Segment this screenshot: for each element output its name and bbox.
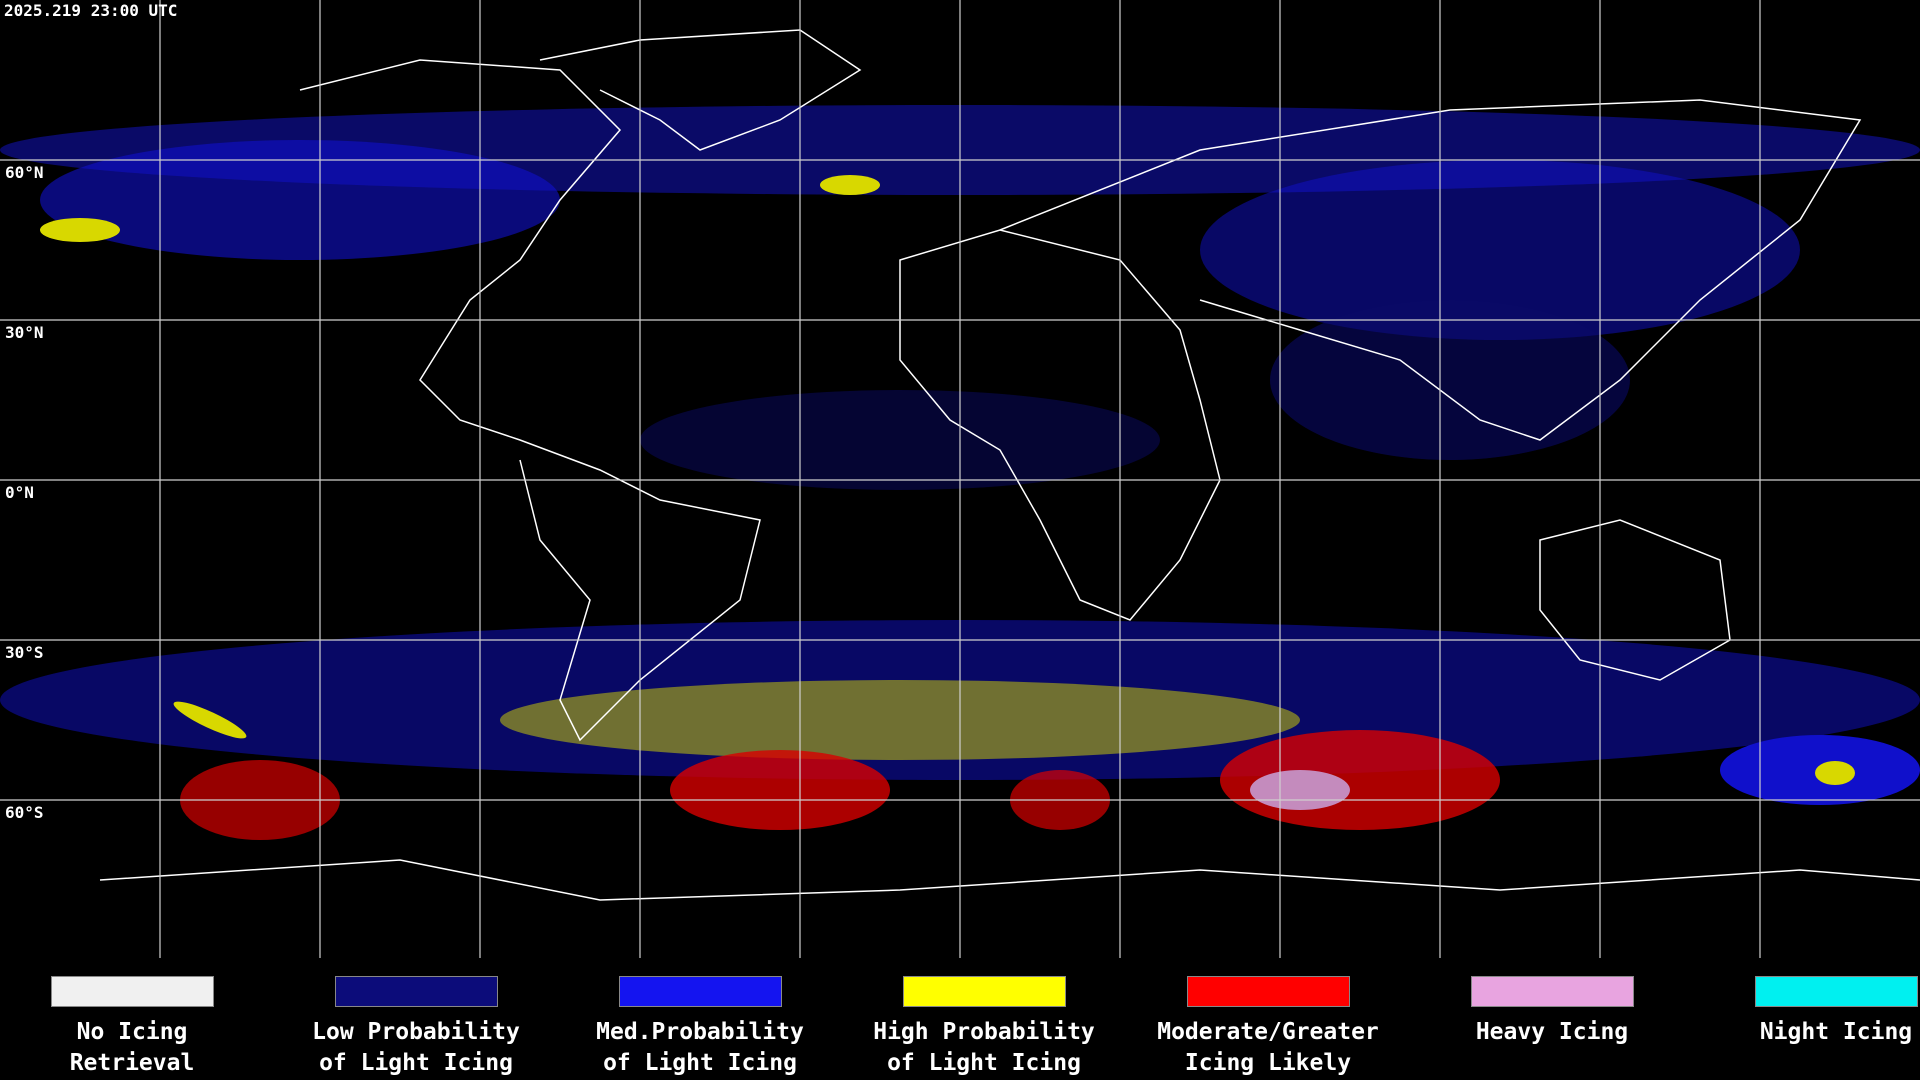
legend-text: Night Icing bbox=[1694, 1017, 1920, 1048]
legend-text: Low Probability of Light Icing bbox=[274, 1017, 558, 1079]
latitude-label: 60°S bbox=[5, 803, 44, 822]
legend-swatch bbox=[334, 976, 498, 1007]
legend-label: Night Icing bbox=[1759, 1019, 1913, 1045]
legend-label: of Light Icing bbox=[603, 1050, 797, 1076]
coastlines bbox=[99, 29, 1920, 901]
legend-label: High Probability bbox=[873, 1019, 1095, 1045]
legend-swatch bbox=[902, 976, 1066, 1007]
legend-swatch bbox=[1470, 976, 1634, 1007]
legend-text: High Probability of Light Icing bbox=[842, 1017, 1126, 1079]
legend-item: Moderate/Greater Icing Likely bbox=[1126, 976, 1410, 1079]
latitude-labels: 60°N 30°N 0°N 30°S 60°S bbox=[5, 163, 44, 822]
legend-swatch bbox=[618, 976, 782, 1007]
latitude-label: 60°N bbox=[5, 163, 44, 182]
legend-label: Icing Likely bbox=[1184, 1050, 1352, 1076]
latitude-label: 30°N bbox=[5, 323, 44, 342]
legend-swatch bbox=[1186, 976, 1350, 1007]
legend-label: No Icing bbox=[76, 1019, 188, 1045]
legend-label: of Light Icing bbox=[887, 1050, 1081, 1076]
legend-text: Heavy Icing bbox=[1410, 1017, 1694, 1048]
timestamp: 2025.219 23:00 UTC bbox=[4, 1, 177, 20]
map: 2025.219 23:00 UTC 60°N 30°N 0°N 30°S 60°S bbox=[0, 0, 1920, 958]
legend-item: Night Icing bbox=[1694, 976, 1920, 1048]
legend-item: Med.Probability of Light Icing bbox=[558, 976, 842, 1079]
legend-swatch bbox=[50, 976, 214, 1007]
legend-label: Moderate/Greater bbox=[1157, 1019, 1379, 1045]
legend-label: Retrieval bbox=[69, 1050, 195, 1076]
legend-item: Heavy Icing bbox=[1410, 976, 1694, 1048]
legend-label: Low Probability bbox=[312, 1019, 520, 1045]
legend-swatch bbox=[1754, 976, 1918, 1007]
legend-text: No Icing Retrieval bbox=[0, 1017, 274, 1079]
legend-item: High Probability of Light Icing bbox=[842, 976, 1126, 1079]
graticule bbox=[0, 0, 1920, 958]
legend-text: Moderate/Greater Icing Likely bbox=[1126, 1017, 1410, 1079]
legend-text: Med.Probability of Light Icing bbox=[558, 1017, 842, 1079]
latitude-label: 30°S bbox=[5, 643, 44, 662]
legend-label: of Light Icing bbox=[319, 1050, 513, 1076]
legend-label: Heavy Icing bbox=[1475, 1019, 1629, 1045]
legend-item: Low Probability of Light Icing bbox=[274, 976, 558, 1079]
legend-label: Med.Probability bbox=[596, 1019, 804, 1045]
legend: No Icing Retrieval Low Probability of Light… bbox=[0, 962, 1920, 1080]
legend-item: No Icing Retrieval bbox=[0, 976, 274, 1079]
latitude-label: 0°N bbox=[5, 483, 34, 502]
